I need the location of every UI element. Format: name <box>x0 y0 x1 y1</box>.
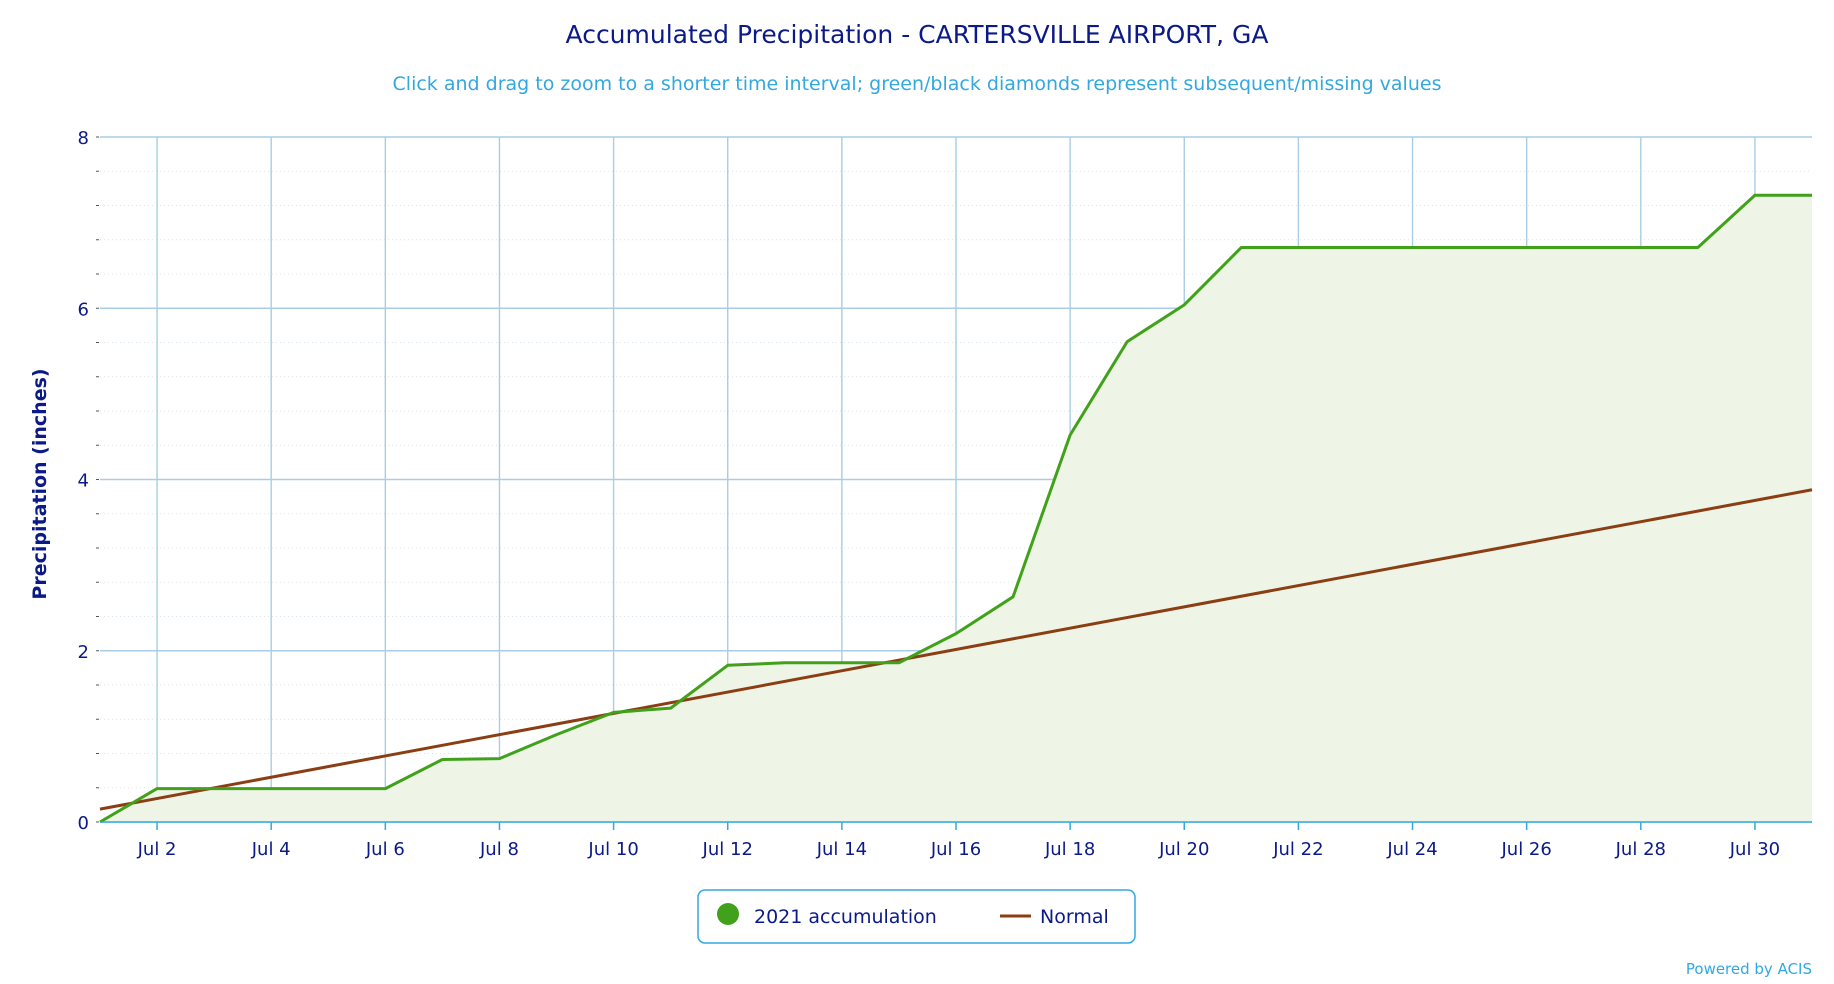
legend-box <box>697 889 1136 944</box>
x-tick-label: Jul 18 <box>1044 839 1095 860</box>
chart-subtitle: Click and drag to zoom to a shorter time… <box>393 73 1442 95</box>
y-tick-label: 0 <box>78 813 89 834</box>
y-tick-label: 2 <box>78 642 89 663</box>
legend-label-normal[interactable]: Normal <box>1040 906 1109 928</box>
y-axis: 0 2 4 6 8 <box>78 128 99 834</box>
chart-title: Accumulated Precipitation - CARTERSVILLE… <box>566 20 1269 49</box>
legend-marker-accumulation[interactable] <box>717 903 739 925</box>
x-tick-label: Jul 28 <box>1615 839 1666 860</box>
x-axis: Jul 2 Jul 4 Jul 6 Jul 8 Jul 10 Jul 12 Jul 14 Ju… <box>100 821 1812 860</box>
lines-layer <box>99 193 1813 824</box>
y-axis-label: Precipitation (inches) <box>29 368 51 599</box>
area-layer <box>100 195 1812 823</box>
x-tick-label: Jul 24 <box>1386 839 1437 860</box>
x-tick-label: Jul 26 <box>1500 839 1551 860</box>
accumulation-area <box>100 195 1812 823</box>
y-tick-label: 4 <box>78 471 89 492</box>
x-tick-label: Jul 2 <box>137 839 177 860</box>
x-tick-label: Jul 8 <box>479 839 519 860</box>
x-tick-label: Jul 30 <box>1729 839 1780 860</box>
x-tick-label: Jul 14 <box>816 839 867 860</box>
legend: 2021 accumulation Normal <box>697 889 1136 944</box>
x-tick-label: Jul 12 <box>702 839 753 860</box>
x-tick-label: Jul 6 <box>365 839 405 860</box>
x-tick-label: Jul 20 <box>1158 839 1209 860</box>
x-tick-label: Jul 4 <box>251 839 291 860</box>
y-tick-label: 8 <box>78 128 89 149</box>
legend-label-accumulation[interactable]: 2021 accumulation <box>754 906 937 928</box>
x-tick-label: Jul 22 <box>1272 839 1323 860</box>
powered-by-credit[interactable]: Powered by ACIS <box>1686 960 1812 978</box>
x-tick-label: Jul 10 <box>587 839 638 860</box>
series-line-normal[interactable] <box>99 488 1813 811</box>
x-tick-label: Jul 16 <box>930 839 981 860</box>
series-line-accumulation[interactable] <box>99 193 1812 824</box>
y-tick-label: 6 <box>78 299 89 320</box>
